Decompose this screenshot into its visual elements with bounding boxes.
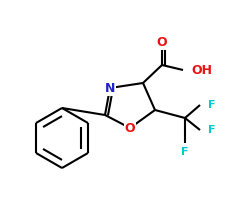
Text: OH: OH bbox=[191, 64, 212, 76]
Text: F: F bbox=[181, 147, 189, 157]
Text: F: F bbox=[208, 100, 216, 110]
Text: O: O bbox=[157, 36, 167, 48]
Text: O: O bbox=[125, 121, 135, 134]
Text: N: N bbox=[105, 82, 115, 95]
Text: F: F bbox=[208, 125, 216, 135]
